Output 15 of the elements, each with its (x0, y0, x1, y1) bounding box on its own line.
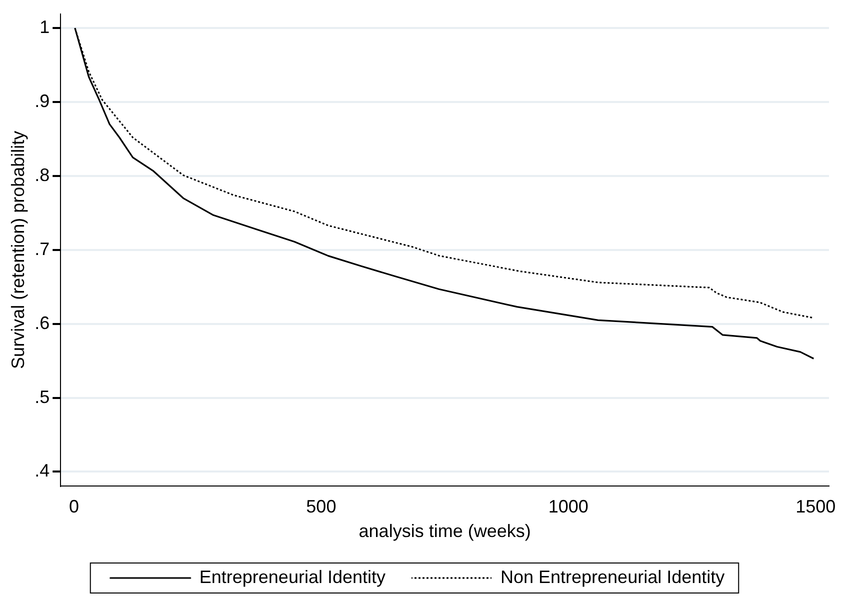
legend-label: Entrepreneurial Identity (199, 566, 386, 587)
y-tick-label: .5 (34, 386, 50, 407)
x-tick-label: 1500 (796, 496, 836, 517)
y-tick-label: .9 (34, 90, 50, 111)
y-tick-label: .6 (34, 312, 50, 333)
x-tick-label: 0 (68, 496, 79, 517)
y-tick-label: .7 (34, 238, 50, 259)
y-tick-label: .8 (34, 164, 50, 185)
y-axis-title: Survival (retention) probability (8, 130, 28, 369)
y-tick-label: 1 (40, 17, 50, 38)
legend-label: Non Entrepreneurial Identity (500, 566, 725, 587)
y-tick-label: .4 (34, 460, 50, 481)
x-axis-title: analysis time (weeks) (358, 521, 531, 542)
x-tick-label: 1000 (548, 496, 588, 517)
x-tick-label: 500 (306, 496, 336, 517)
